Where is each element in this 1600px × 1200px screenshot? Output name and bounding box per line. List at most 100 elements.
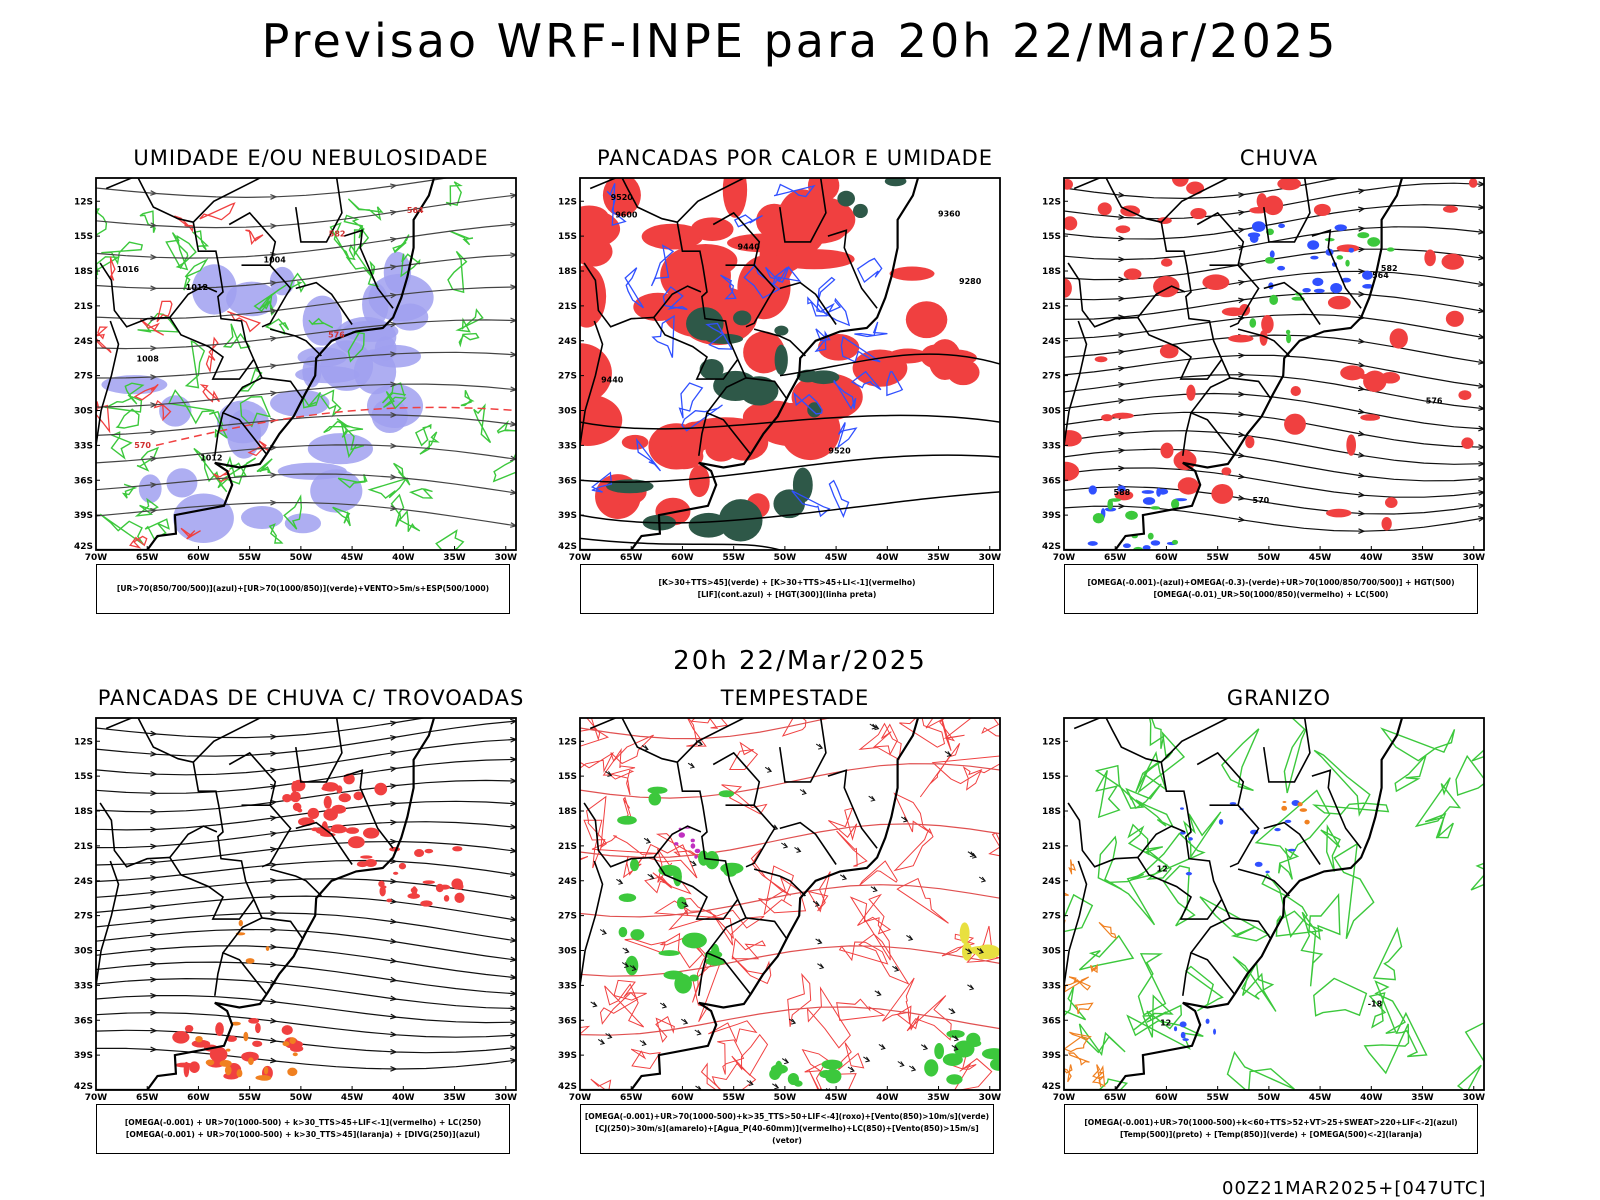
contour-line bbox=[882, 977, 915, 1022]
contour-line bbox=[700, 1062, 722, 1090]
flow-arrow bbox=[510, 847, 516, 854]
contour-label: 9520 bbox=[828, 446, 851, 455]
streamline bbox=[1064, 334, 1484, 364]
flow-arrow bbox=[510, 455, 516, 462]
contour-line bbox=[193, 447, 228, 493]
flow-arrow bbox=[390, 412, 398, 418]
lat-label: 15S bbox=[558, 232, 577, 242]
shaded-area bbox=[1211, 484, 1234, 504]
contour-line bbox=[1137, 953, 1167, 1016]
contour-line bbox=[1424, 812, 1454, 839]
contour-line bbox=[1068, 859, 1077, 875]
political-border bbox=[99, 802, 255, 920]
lat-label: 36S bbox=[558, 1016, 577, 1026]
lon-label: 55W bbox=[238, 553, 261, 563]
streamline bbox=[96, 720, 516, 757]
wind-vector bbox=[639, 1040, 647, 1046]
contour-line bbox=[1313, 749, 1371, 817]
shaded-area bbox=[1170, 499, 1180, 510]
contour-line bbox=[1241, 960, 1275, 1000]
lon-label: 65W bbox=[136, 553, 159, 563]
shaded-area bbox=[694, 848, 701, 854]
contour-line bbox=[838, 1042, 865, 1071]
contour-line bbox=[1067, 1052, 1090, 1066]
flow-arrow bbox=[1478, 281, 1484, 287]
wind-vector bbox=[643, 837, 651, 844]
shaded-area bbox=[1261, 315, 1274, 334]
shaded-area bbox=[1190, 208, 1207, 220]
shaded-area bbox=[1150, 540, 1161, 546]
flow-arrow bbox=[510, 489, 516, 496]
political-border bbox=[99, 262, 255, 380]
contour-line bbox=[858, 933, 910, 985]
legend-line: [UR>70(850/700/500)](azul)+[UR>70(1000/8… bbox=[116, 584, 490, 593]
contour-line bbox=[347, 198, 384, 221]
lat-label: 12S bbox=[1042, 197, 1061, 207]
flow-arrow bbox=[1118, 214, 1126, 220]
shaded-area bbox=[263, 1066, 269, 1075]
shaded-area bbox=[414, 849, 425, 858]
lon-label: 50W bbox=[774, 1093, 797, 1103]
streamline bbox=[1064, 374, 1484, 410]
shaded-area bbox=[1180, 1031, 1186, 1039]
flow-arrow bbox=[390, 750, 398, 757]
forecast-map: 12 12 -18 12S 15S 18S 21S 24S 27S 30S 33S 36S 39S 42S… bbox=[1042, 717, 1485, 1103]
shaded-area bbox=[821, 1059, 843, 1070]
wind-vector bbox=[870, 886, 878, 893]
shaded-area bbox=[364, 858, 377, 868]
shaded-area bbox=[265, 946, 270, 952]
lon-label: 30W bbox=[1463, 553, 1486, 563]
legend-line: [CJ(250)>30m/s](amarelo)+[Agua_P(40-60mm… bbox=[595, 1124, 979, 1145]
contour-line bbox=[899, 718, 946, 748]
shaded-area bbox=[1173, 450, 1197, 471]
flow-arrow bbox=[150, 843, 158, 850]
flow-arrow bbox=[1118, 503, 1126, 510]
wind-vector bbox=[689, 860, 697, 867]
flow-arrow bbox=[1478, 405, 1484, 411]
shaded-area bbox=[1367, 237, 1381, 247]
coastline bbox=[1064, 718, 1404, 1090]
streamline bbox=[96, 995, 516, 1024]
shaded-area bbox=[580, 394, 623, 446]
contour-line bbox=[906, 995, 952, 1041]
contour-line bbox=[460, 389, 475, 407]
wind-vector bbox=[812, 900, 820, 907]
flow-arrow bbox=[510, 756, 516, 763]
lat-label: 18S bbox=[1042, 807, 1061, 817]
shaded-area bbox=[443, 895, 450, 902]
shaded-area bbox=[1221, 467, 1232, 476]
shaded-area bbox=[1346, 434, 1357, 456]
lat-label: 27S bbox=[1042, 912, 1061, 922]
contour-label: 1012 bbox=[186, 283, 208, 292]
lat-label: 42S bbox=[74, 1082, 93, 1092]
streamline bbox=[96, 473, 516, 494]
wind-vector bbox=[847, 1066, 855, 1073]
contour-line bbox=[217, 457, 256, 489]
flow-arrow bbox=[1238, 494, 1246, 501]
flow-arrow bbox=[1478, 333, 1484, 340]
flow-arrow bbox=[150, 402, 158, 408]
contour-line bbox=[954, 1058, 993, 1090]
shaded-area bbox=[205, 1059, 215, 1066]
wind-vector bbox=[817, 963, 825, 970]
shaded-area bbox=[625, 955, 639, 976]
shaded-area bbox=[690, 843, 696, 849]
shaded-area bbox=[1064, 278, 1072, 298]
flow-arrow bbox=[270, 944, 278, 950]
streamline bbox=[96, 444, 516, 464]
shaded-area bbox=[774, 344, 788, 376]
contour-line bbox=[856, 257, 883, 284]
shaded-area bbox=[681, 932, 707, 949]
shaded-area bbox=[1424, 249, 1436, 267]
shaded-area bbox=[621, 434, 649, 450]
shaded-area bbox=[230, 1021, 241, 1026]
shaded-area bbox=[1251, 221, 1266, 232]
flow-arrow bbox=[1357, 430, 1366, 437]
contour-line bbox=[644, 872, 673, 894]
streamline bbox=[96, 821, 516, 849]
shaded-area bbox=[688, 465, 710, 498]
streamline bbox=[1064, 392, 1484, 430]
shaded-area bbox=[1468, 178, 1478, 188]
contour-label: 9520 bbox=[611, 193, 634, 202]
